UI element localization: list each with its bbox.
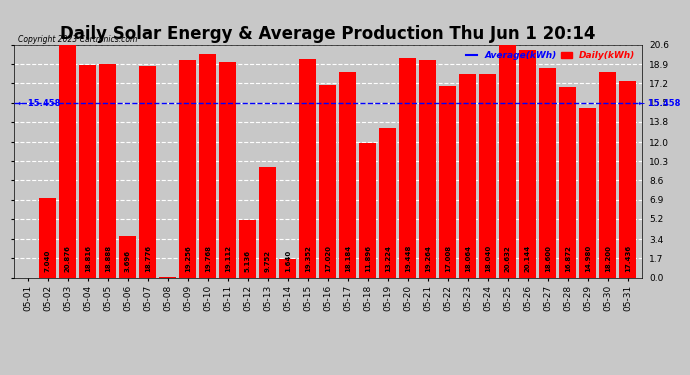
Text: 19.448: 19.448 [405, 244, 411, 272]
Text: 14.980: 14.980 [584, 244, 591, 272]
Text: 18.200: 18.200 [604, 245, 611, 272]
Bar [119, 236, 137, 278]
Text: 20.876: 20.876 [65, 245, 71, 272]
Text: 18.816: 18.816 [85, 245, 91, 272]
Text: ← 15.458: ← 15.458 [18, 99, 60, 108]
Bar [599, 72, 616, 278]
Text: 17.436: 17.436 [624, 245, 631, 272]
Bar [179, 60, 196, 278]
Bar [500, 45, 516, 278]
Bar [579, 108, 596, 278]
Text: 20.144: 20.144 [524, 244, 531, 272]
Title: Daily Solar Energy & Average Production Thu Jun 1 20:14: Daily Solar Energy & Average Production … [60, 26, 595, 44]
Bar [539, 68, 556, 278]
Text: 18.064: 18.064 [465, 245, 471, 272]
Bar [380, 128, 396, 278]
Bar [359, 143, 376, 278]
Bar [619, 81, 636, 278]
Text: 5.136: 5.136 [245, 250, 250, 272]
Bar [420, 60, 436, 278]
Bar [59, 42, 77, 278]
Bar [239, 219, 256, 278]
Bar [339, 72, 356, 278]
Text: 19.768: 19.768 [205, 245, 210, 272]
Bar [259, 167, 276, 278]
Text: 18.184: 18.184 [345, 244, 351, 272]
Text: 19.352: 19.352 [305, 245, 310, 272]
Bar [199, 54, 216, 278]
Bar [460, 74, 476, 278]
Bar [400, 58, 416, 278]
Bar [79, 65, 97, 278]
Text: 18.600: 18.600 [544, 245, 551, 272]
Text: 19.256: 19.256 [185, 245, 190, 272]
Bar [440, 86, 456, 278]
Text: 9.752: 9.752 [265, 250, 270, 272]
Text: 17.008: 17.008 [445, 245, 451, 272]
Bar [480, 74, 496, 278]
Text: 3.696: 3.696 [125, 250, 131, 272]
Text: 7.040: 7.040 [45, 249, 51, 272]
Text: 13.224: 13.224 [385, 245, 391, 272]
Text: 11.896: 11.896 [365, 245, 371, 272]
Bar [559, 87, 576, 278]
Text: 20.632: 20.632 [504, 245, 511, 272]
Text: 19.112: 19.112 [225, 245, 230, 272]
Text: Copyright 2023 Cartronics.com: Copyright 2023 Cartronics.com [18, 34, 137, 44]
Bar [519, 50, 536, 278]
Bar [319, 86, 336, 278]
Text: 16.872: 16.872 [564, 245, 571, 272]
Text: 19.264: 19.264 [425, 245, 431, 272]
Bar [39, 198, 57, 278]
Text: ← 15.458: ← 15.458 [638, 99, 680, 108]
Bar [279, 259, 296, 278]
Text: 18.888: 18.888 [105, 245, 111, 272]
Bar [219, 62, 236, 278]
Bar [299, 59, 316, 278]
Text: 17.020: 17.020 [325, 245, 331, 272]
Text: 18.776: 18.776 [145, 245, 151, 272]
Text: 18.040: 18.040 [484, 244, 491, 272]
Legend: Average(kWh), Daily(kWh): Average(kWh), Daily(kWh) [464, 50, 637, 62]
Text: 1.640: 1.640 [285, 250, 290, 272]
Bar [99, 64, 117, 278]
Bar [139, 66, 156, 278]
